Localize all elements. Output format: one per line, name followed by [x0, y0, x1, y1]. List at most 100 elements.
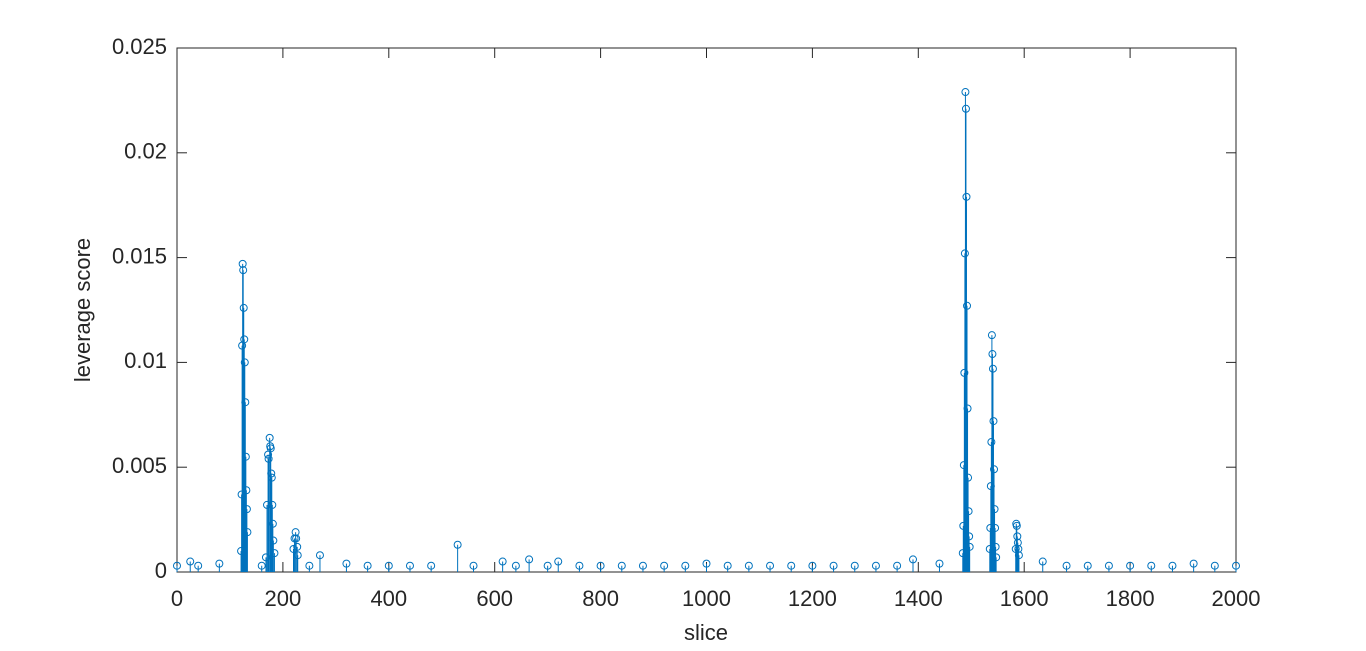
stem-marker	[965, 532, 974, 541]
stem-marker	[987, 331, 996, 340]
stem-marker	[990, 465, 999, 474]
stem-marker	[575, 561, 584, 570]
x-tick-label: 1400	[894, 586, 943, 611]
stem-marker	[293, 551, 302, 560]
y-tick-label: 0.005	[112, 453, 167, 478]
y-tick-label: 0	[155, 558, 167, 583]
y-tick-label: 0.015	[112, 243, 167, 268]
stem-marker	[257, 561, 266, 570]
stem-marker	[1126, 561, 1135, 570]
stem-marker	[960, 368, 969, 377]
axes-box	[176, 47, 1237, 573]
stem-marker	[427, 561, 436, 570]
stem-marker	[405, 561, 414, 570]
stem-marker	[960, 249, 969, 258]
stem-marker	[239, 266, 248, 275]
y-tick-label: 0.02	[124, 139, 167, 164]
stem-marker	[989, 417, 998, 426]
stem-marker	[935, 559, 944, 568]
stem-marker	[961, 104, 970, 113]
stem-marker	[342, 559, 351, 568]
stem-marker	[829, 561, 838, 570]
stem-marker	[242, 505, 251, 514]
stem-marker	[787, 561, 796, 570]
x-tick-label: 1200	[788, 586, 837, 611]
stem-marker	[1038, 557, 1047, 566]
stem-marker	[242, 486, 251, 495]
stem-marker	[363, 561, 372, 570]
stem-marker	[596, 561, 605, 570]
stem-marker	[240, 335, 249, 344]
x-tick-label: 600	[476, 586, 513, 611]
stem-marker	[1013, 538, 1022, 547]
stem-marker	[292, 534, 301, 543]
stem-marker	[962, 192, 971, 201]
stem-marker	[992, 553, 1001, 562]
stem-marker	[469, 561, 478, 570]
stem-marker	[265, 433, 274, 442]
stem-marker	[267, 473, 276, 482]
stem-marker	[702, 559, 711, 568]
stem-marker	[1189, 559, 1198, 568]
stem-marker	[961, 88, 970, 97]
stem-marker	[194, 561, 203, 570]
stem-marker	[241, 452, 250, 461]
stem-marker	[264, 454, 273, 463]
stem-marker	[1210, 561, 1219, 570]
stem-marker	[186, 557, 195, 566]
stem-marker	[1013, 532, 1022, 541]
stem-marker	[990, 505, 999, 514]
stem-marker	[638, 561, 647, 570]
stem-marker	[850, 561, 859, 570]
y-tick-label: 0.025	[112, 34, 167, 59]
y-axis-label: leverage score	[70, 238, 95, 382]
stem-marker	[305, 561, 314, 570]
stem-marker	[215, 559, 224, 568]
x-axis-label: slice	[684, 620, 728, 645]
stem-marker	[766, 561, 775, 570]
stem-marker	[291, 528, 300, 537]
stem-marker	[871, 561, 880, 570]
x-tick-label: 1000	[682, 586, 731, 611]
stem-marker	[525, 555, 534, 564]
stem-marker	[1104, 561, 1113, 570]
stem-marker	[964, 473, 973, 482]
stem-marker	[269, 536, 278, 545]
stem-marker	[238, 259, 247, 268]
stem-marker	[1014, 544, 1023, 553]
stem-marker	[498, 557, 507, 566]
stem-marker	[266, 444, 275, 453]
y-tick-label: 0.01	[124, 348, 167, 373]
stem-marker	[1083, 561, 1092, 570]
stem-marker	[554, 557, 563, 566]
stem-marker	[268, 519, 277, 528]
stem-marker	[1012, 521, 1021, 530]
stem-marker	[987, 438, 996, 447]
stem-marker	[543, 561, 552, 570]
stem-marker	[384, 561, 393, 570]
stem-marker	[241, 398, 250, 407]
stem-marker	[173, 561, 181, 570]
x-tick-label: 800	[582, 586, 619, 611]
stem-marker	[681, 561, 690, 570]
x-tick-label: 2000	[1212, 586, 1261, 611]
stem-marker	[988, 350, 997, 359]
stem-marker	[991, 542, 1000, 551]
stem-marker	[964, 507, 973, 516]
stem-marker	[660, 561, 669, 570]
stem-marker	[988, 364, 997, 373]
stem-marker	[511, 561, 520, 570]
stem-marker	[268, 500, 277, 509]
stem-marker	[243, 528, 252, 537]
stem-marker	[239, 303, 248, 312]
stem-marker	[909, 555, 918, 564]
stem-marker	[270, 549, 279, 558]
stem-marker	[893, 561, 902, 570]
x-tick-label: 0	[171, 586, 183, 611]
stem-marker	[267, 469, 276, 478]
stem-marker	[240, 358, 249, 367]
stem-marker	[723, 561, 732, 570]
stem-marker	[315, 551, 324, 560]
stem-marker	[293, 542, 302, 551]
